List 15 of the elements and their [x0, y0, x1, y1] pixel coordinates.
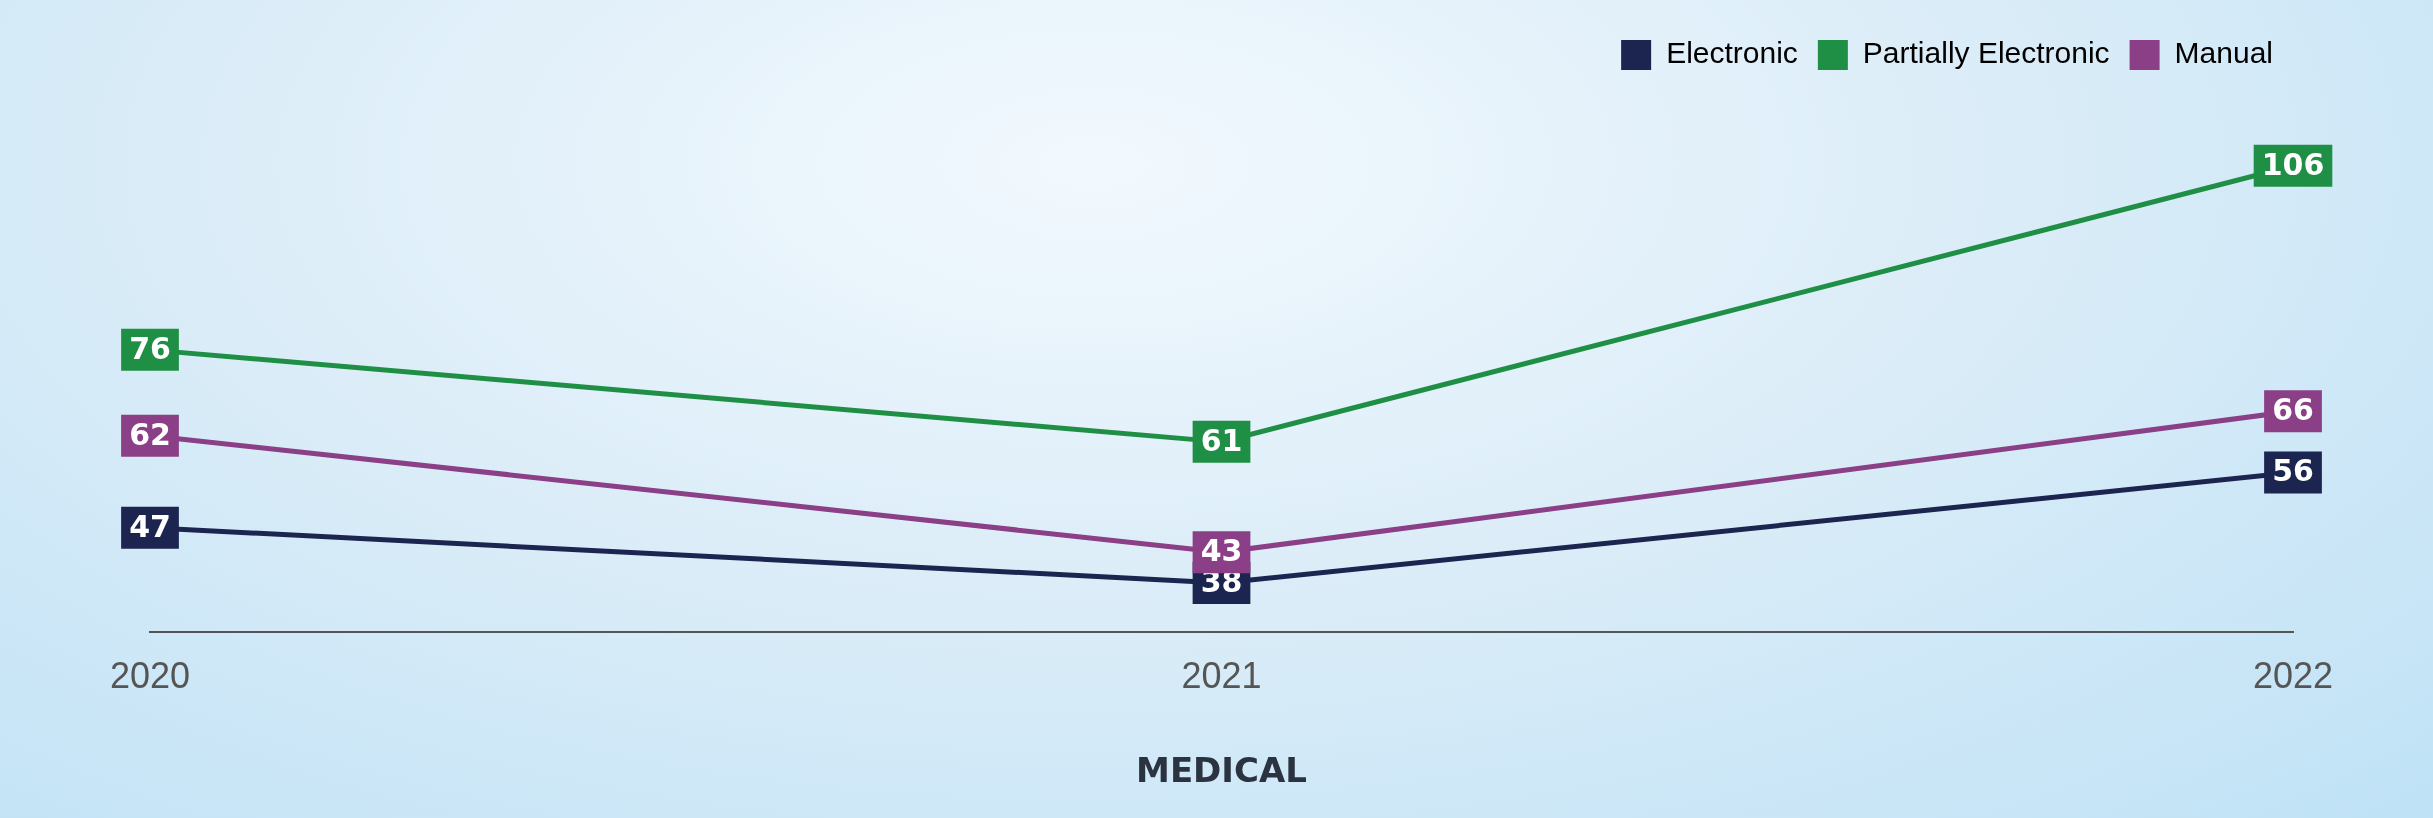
- data-label: 106: [2261, 146, 2325, 182]
- x-tick-label: 2022: [2252, 654, 2334, 696]
- x-tick-label: 2020: [109, 654, 191, 696]
- data-label: 56: [2272, 453, 2314, 489]
- data-label: 76: [129, 330, 171, 366]
- legend-label: Manual: [2174, 36, 2274, 70]
- x-axis-title: MEDICAL: [1136, 750, 1307, 791]
- data-label: 43: [1200, 533, 1243, 569]
- legend-label: Partially Electronic: [1862, 36, 2110, 70]
- data-label: 47: [129, 508, 171, 544]
- data-label: 61: [1200, 422, 1243, 458]
- x-tick-label: 2021: [1181, 654, 1262, 696]
- data-label: 62: [129, 416, 171, 452]
- data-label: 66: [2272, 392, 2314, 427]
- legend-label: Electronic: [1666, 36, 1798, 70]
